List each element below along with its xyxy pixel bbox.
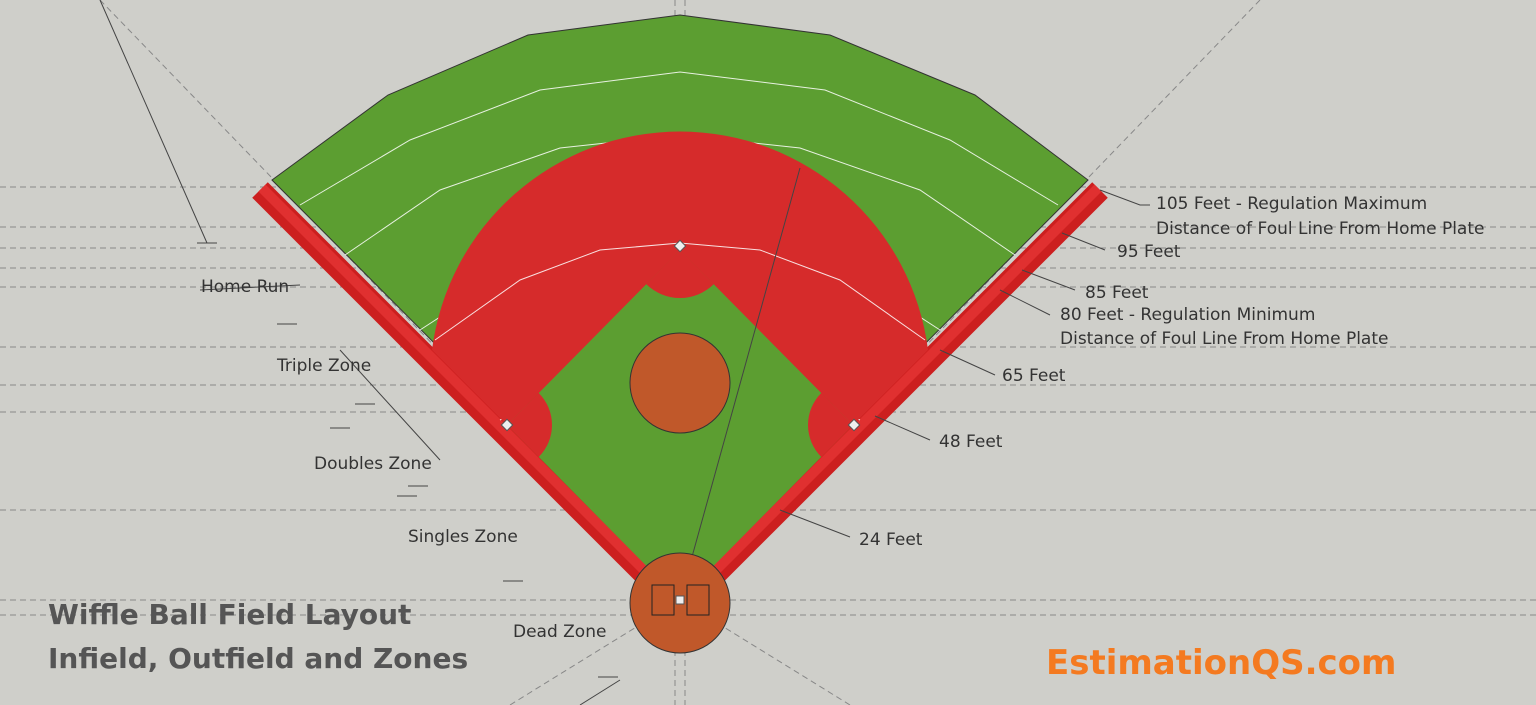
zone-label: Doubles Zone: [314, 454, 432, 474]
distance-label: Distance of Foul Line From Home Plate: [1156, 219, 1484, 239]
zone-label: Dead Zone: [513, 622, 606, 642]
distance-label: 95 Feet: [1117, 242, 1181, 262]
distance-labels: 105 Feet - Regulation Maximum Distance o…: [859, 194, 1484, 550]
pitchers-mound: [629, 332, 731, 434]
distance-label: 65 Feet: [1002, 366, 1066, 386]
distance-leaders: [779, 189, 1150, 538]
distance-label: 48 Feet: [939, 432, 1003, 452]
distance-label: 105 Feet - Regulation Maximum: [1156, 194, 1427, 214]
subtitle: Infield, Outfield and Zones: [48, 642, 468, 675]
zone-leaders: [99, 0, 621, 705]
batters-box: [651, 584, 675, 616]
batters-box: [686, 584, 710, 616]
measure-line: [679, 167, 801, 601]
title: Wiffle Ball Field Layout: [48, 598, 411, 631]
brand: EstimationQS.com: [1046, 643, 1396, 683]
distance-label: 80 Feet - Regulation Minimum: [1060, 305, 1315, 325]
distance-label: Distance of Foul Line From Home Plate: [1060, 329, 1388, 349]
zone-labels: Home Run Triple Zone Doubles Zone Single…: [201, 277, 606, 642]
zone-label: Singles Zone: [408, 527, 518, 547]
bases: [500, 239, 861, 605]
zone-label: Triple Zone: [276, 356, 371, 376]
distance-label: 85 Feet: [1085, 283, 1149, 303]
foul-strips: [252, 182, 1108, 618]
distance-label: 24 Feet: [859, 530, 923, 550]
zone-label: Home Run: [201, 277, 289, 297]
